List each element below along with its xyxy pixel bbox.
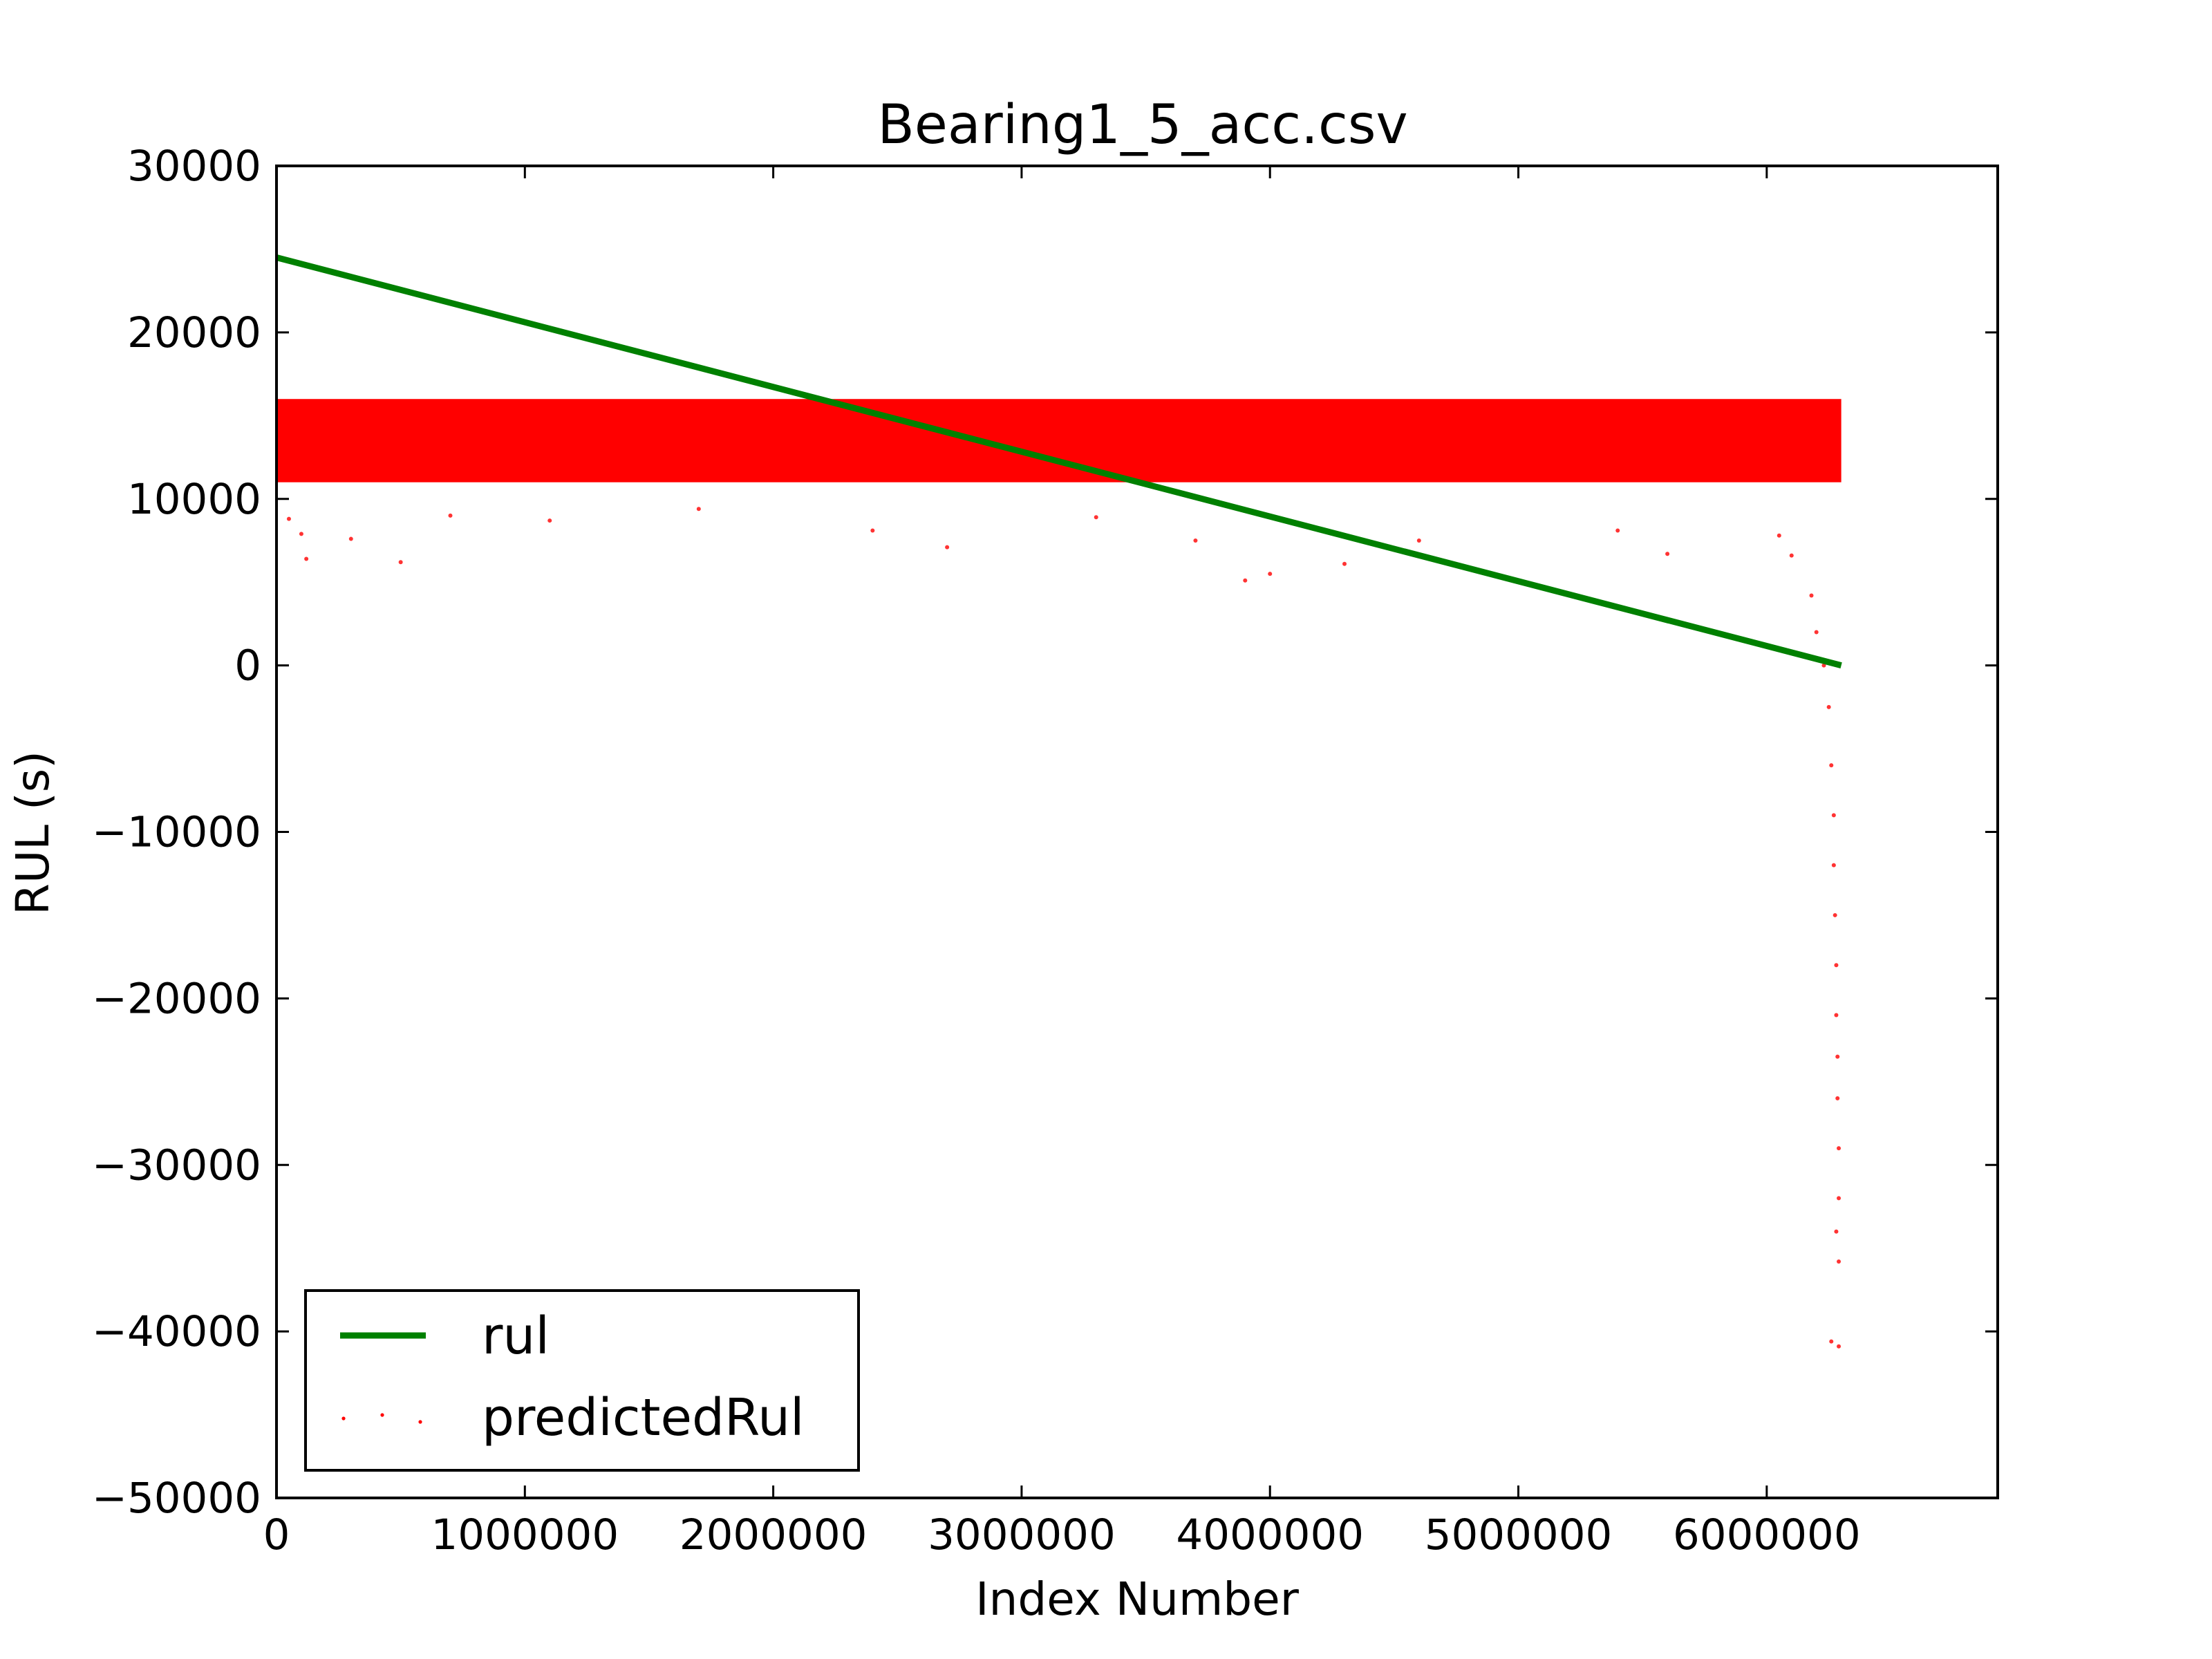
predictedrul-point — [1835, 1096, 1840, 1100]
predictedrul-series — [276, 399, 1841, 1349]
predictedrul-point — [870, 528, 875, 533]
x-tick-label: 2000000 — [679, 1510, 868, 1559]
predictedrul-point — [1243, 578, 1248, 583]
predictedrul-point — [696, 507, 701, 512]
predictedrul-point — [1833, 912, 1837, 917]
x-tick-label: 0 — [263, 1510, 290, 1559]
predictedrul-point — [1777, 533, 1781, 538]
y-tick-label: −50000 — [92, 1474, 261, 1523]
legend-box — [304, 1289, 860, 1472]
predictedrul-point — [945, 545, 950, 550]
predictedrul-dense-band — [276, 399, 1841, 482]
predictedrul-point — [1835, 1054, 1840, 1059]
predictedrul-point — [1837, 1259, 1841, 1264]
predictedrul-point — [1814, 630, 1819, 635]
chart-title: Bearing1_5_acc.csv — [877, 94, 1407, 156]
predictedrul-point — [286, 516, 291, 521]
predictedrul-point — [304, 556, 309, 561]
predictedrul-point — [1837, 1196, 1841, 1201]
predictedrul-point — [1837, 1344, 1841, 1349]
y-tick-label: 10000 — [127, 475, 261, 524]
predictedrul-point — [1193, 538, 1198, 543]
predictedrul-point — [398, 560, 403, 565]
y-tick-label: 20000 — [127, 308, 261, 357]
legend-rul-label: rul — [482, 1306, 550, 1366]
y-tick-label: −30000 — [92, 1141, 261, 1190]
y-tick-label: 30000 — [127, 142, 261, 191]
predictedrul-point — [1416, 538, 1421, 543]
predictedrul-point — [1789, 553, 1794, 558]
predictedrul-point — [1268, 572, 1273, 577]
predictedrul-point — [1837, 1146, 1841, 1151]
x-tick-label: 1000000 — [431, 1510, 619, 1559]
predictedrul-point — [448, 513, 453, 518]
y-tick-label: −10000 — [92, 808, 261, 857]
x-tick-label: 3000000 — [928, 1510, 1116, 1559]
predictedrul-point — [1615, 528, 1620, 533]
predictedrul-point — [1829, 763, 1834, 768]
predictedrul-point — [348, 536, 353, 541]
predictedrul-point — [1831, 813, 1836, 818]
predictedrul-point — [1831, 863, 1836, 868]
predictedrul-point — [1094, 515, 1098, 520]
x-axis-label: Index Number — [975, 1573, 1300, 1626]
predictedrul-point — [1834, 1013, 1839, 1018]
plot-marks — [275, 254, 1842, 1349]
predictedrul-point — [1342, 561, 1347, 566]
predictedrul-point — [299, 532, 303, 536]
predictedrul-point — [1826, 704, 1831, 709]
predictedrul-point — [1829, 1339, 1834, 1344]
rul-line — [275, 254, 1842, 668]
y-tick-label: −20000 — [92, 974, 261, 1023]
predictedrul-point — [1834, 963, 1839, 968]
y-tick-label: 0 — [234, 641, 261, 691]
predictedrul-point — [1809, 593, 1814, 598]
predictedrul-point — [1821, 663, 1826, 668]
y-tick-label: −40000 — [92, 1307, 261, 1356]
x-tick-label: 4000000 — [1176, 1510, 1364, 1559]
predictedrul-point — [1834, 1229, 1839, 1234]
axis-ticks: 0 1000000 2000000 3000000 4000000 5000000 6000… — [92, 142, 1998, 1559]
predictedrul-point — [547, 518, 552, 523]
legend-predictedrul-swatch — [341, 1413, 422, 1424]
y-axis-label: RUL (s) — [6, 751, 59, 915]
legend-predictedrul-label: predictedRul — [482, 1388, 805, 1447]
legend: rul predictedRul — [304, 1289, 860, 1472]
x-tick-label: 5000000 — [1425, 1510, 1613, 1559]
predictedrul-point — [1665, 552, 1670, 556]
x-tick-label: 6000000 — [1673, 1510, 1861, 1559]
